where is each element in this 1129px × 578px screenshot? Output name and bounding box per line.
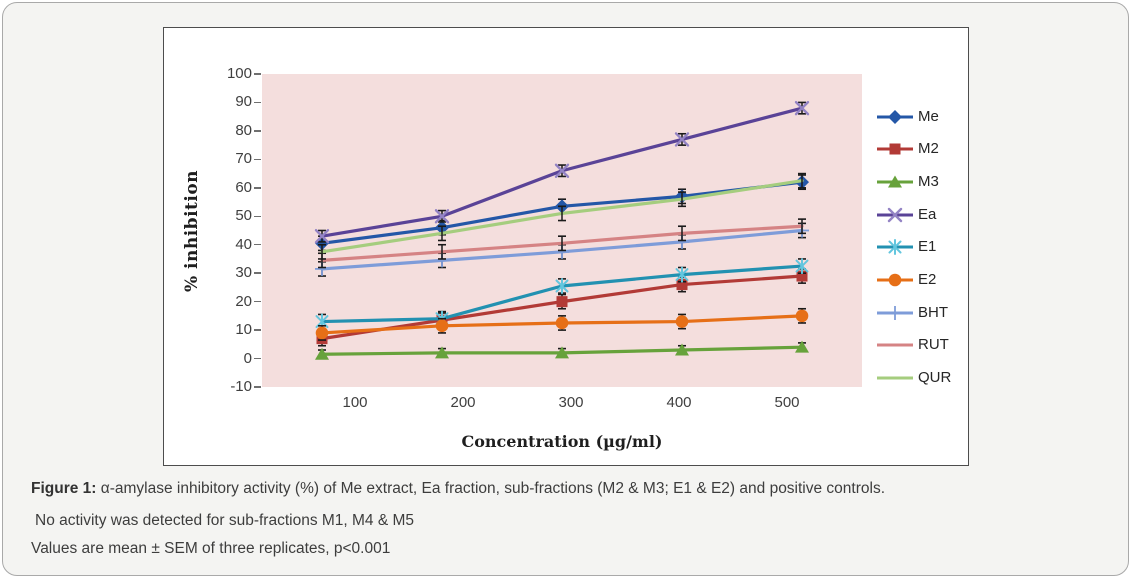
- legend-marker-icon-RUT: [877, 343, 913, 347]
- x-tick-label: 200: [450, 394, 476, 411]
- legend-item-label: QUR: [918, 369, 952, 387]
- legend-item-label: E1: [918, 238, 937, 256]
- legend-item-RUT: RUT: [876, 337, 949, 354]
- y-tick-label: 0: [243, 349, 252, 367]
- legend-item-label: Ea: [918, 205, 937, 223]
- legend-item-E2: E2: [876, 272, 936, 289]
- legend-item-label: BHT: [918, 303, 948, 321]
- legend-marker-icon-M2: [877, 143, 913, 155]
- figure-caption-line2: No activity was detected for sub-fractio…: [35, 512, 415, 529]
- y-tick-mark: [254, 158, 261, 161]
- legend-item-label: E2: [918, 271, 937, 288]
- legend-item-M2: M2: [876, 141, 939, 158]
- legend-marker-icon-E1: [877, 239, 913, 256]
- plot-area: [262, 74, 862, 387]
- figure-caption-line3: Values are mean ± SEM of three replicate…: [31, 540, 391, 557]
- y-tick-mark: [254, 101, 261, 104]
- legend-marker-icon-Me: [877, 109, 913, 124]
- y-tick-mark: [254, 130, 261, 132]
- y-axis-title: % inhibition: [182, 169, 202, 293]
- legend-item-QUR: QUR: [876, 370, 951, 387]
- y-tick-label: 80: [235, 121, 252, 139]
- y-tick-mark: [254, 357, 261, 360]
- y-tick-label: 70: [235, 150, 252, 168]
- y-tick-label: 20: [235, 292, 252, 310]
- legend-item-label: RUT: [918, 336, 949, 354]
- legend-item-Ea: Ea: [876, 206, 936, 223]
- legend-item-Me: Me: [876, 108, 939, 125]
- y-tick-mark: [254, 300, 261, 303]
- legend-item-M3: M3: [876, 173, 939, 190]
- y-tick-label: 40: [235, 235, 252, 253]
- y-tick-mark: [254, 386, 261, 388]
- y-tick-label: 10: [235, 321, 252, 339]
- x-tick-label: 400: [666, 394, 692, 411]
- legend-marker-icon-Ea: [877, 207, 913, 222]
- legend-item-BHT: BHT: [876, 304, 948, 321]
- x-tick-label: 300: [558, 394, 584, 411]
- y-tick-label: -10: [230, 378, 252, 395]
- legend-marker-icon-BHT: [877, 305, 913, 320]
- y-tick-label: 60: [235, 178, 252, 196]
- figure-caption-text: α-amylase inhibitory activity (%) of Me …: [96, 480, 886, 497]
- legend-item-E1: E1: [876, 239, 936, 256]
- y-tick-label: 100: [226, 65, 252, 82]
- legend-marker-icon-QUR: [877, 376, 913, 380]
- y-tick-mark: [254, 329, 261, 331]
- legend-marker-icon-M3: [877, 175, 913, 188]
- y-tick-label: 30: [235, 264, 252, 282]
- legend-item-label: M3: [918, 172, 939, 190]
- legend-marker-icon-E2: [877, 273, 913, 287]
- y-tick-label: 90: [235, 93, 252, 111]
- legend-item-label: M2: [918, 140, 939, 158]
- y-tick-mark: [254, 215, 261, 218]
- y-tick-mark: [254, 73, 261, 75]
- y-tick-mark: [254, 187, 261, 189]
- y-tick-mark: [254, 272, 261, 274]
- legend-item-label: Me: [918, 107, 939, 125]
- y-tick-label: 50: [235, 207, 252, 225]
- x-tick-label: 500: [774, 394, 800, 411]
- x-axis-title: Concentration (µg/ml): [461, 432, 663, 451]
- figure-caption-line1: Figure 1: α-amylase inhibitory activity …: [31, 480, 885, 498]
- chart-panel: 100 90 80 70 60 50 40 30 20 10 0 -10 100 200 300 400 50…: [163, 27, 969, 466]
- line-chart-plot: [314, 100, 810, 360]
- x-tick-label: 100: [342, 394, 368, 411]
- y-tick-mark: [254, 243, 261, 246]
- figure-number-label: Figure 1:: [31, 480, 97, 497]
